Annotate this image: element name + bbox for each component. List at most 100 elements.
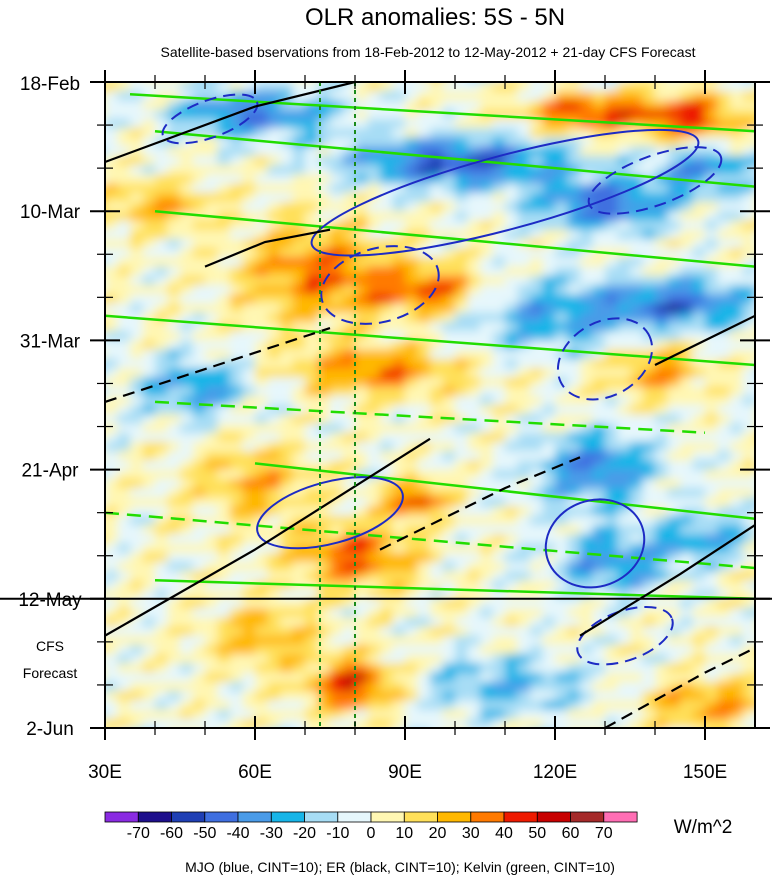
anomaly-cell	[342, 709, 356, 720]
anomaly-cell	[330, 691, 344, 702]
anomaly-cell	[567, 377, 581, 388]
anomaly-cell	[155, 672, 169, 683]
anomaly-cell	[455, 515, 469, 526]
anomaly-cell	[717, 663, 731, 674]
anomaly-cell	[255, 497, 269, 508]
anomaly-cell	[555, 192, 569, 203]
anomaly-cell	[530, 580, 544, 591]
anomaly-cell	[205, 525, 219, 536]
anomaly-cell	[142, 331, 156, 342]
anomaly-cell	[355, 275, 369, 286]
anomaly-cell	[655, 340, 669, 351]
anomaly-cell	[705, 654, 719, 665]
anomaly-cell	[530, 109, 544, 120]
anomaly-cell	[617, 691, 631, 702]
anomaly-cell	[755, 387, 769, 397]
anomaly-cell	[680, 561, 694, 573]
anomaly-cell	[180, 571, 194, 582]
anomaly-cell	[105, 626, 106, 637]
anomaly-cell	[242, 469, 256, 480]
anomaly-cell	[742, 238, 755, 250]
anomaly-cell	[355, 165, 369, 176]
anomaly-cell	[455, 174, 469, 185]
anomaly-cell	[292, 174, 306, 185]
anomaly-cell	[380, 285, 394, 296]
anomaly-cell	[492, 128, 506, 139]
anomaly-cell	[155, 580, 169, 591]
anomaly-cell	[292, 321, 306, 333]
anomaly-cell	[342, 100, 356, 111]
anomaly-cell	[580, 617, 594, 628]
anomaly-cell	[305, 571, 319, 582]
anomaly-cell	[380, 192, 394, 203]
anomaly-cell	[105, 580, 119, 591]
anomaly-cell	[630, 395, 644, 406]
anomaly-cell	[392, 275, 406, 286]
anomaly-cell	[217, 478, 231, 489]
anomaly-cell	[642, 395, 656, 406]
anomaly-cell	[530, 137, 544, 148]
anomaly-cell	[717, 681, 731, 693]
anomaly-cell	[305, 349, 319, 360]
anomaly-cell	[692, 488, 706, 499]
anomaly-cell	[267, 441, 281, 453]
anomaly-cell	[117, 100, 131, 111]
anomaly-cell	[530, 506, 544, 517]
anomaly-cell	[517, 331, 531, 342]
anomaly-cell	[592, 220, 606, 231]
anomaly-cell	[367, 174, 381, 185]
anomaly-cell	[492, 312, 506, 323]
anomaly-cell	[505, 635, 519, 646]
anomaly-cell	[317, 109, 331, 120]
anomaly-cell	[755, 405, 769, 415]
anomaly-cell	[130, 460, 144, 471]
anomaly-cell	[567, 266, 581, 277]
anomaly-cell	[667, 118, 681, 130]
anomaly-cell	[492, 515, 506, 526]
anomaly-cell	[305, 174, 319, 185]
anomaly-cell	[117, 321, 131, 333]
anomaly-cell	[455, 405, 469, 416]
anomaly-cell	[717, 534, 731, 545]
anomaly-cell	[592, 229, 606, 240]
anomaly-cell	[492, 681, 506, 693]
er-contour	[379, 456, 581, 551]
anomaly-cell	[342, 303, 356, 314]
anomaly-cell	[567, 626, 581, 637]
anomaly-cell	[555, 432, 569, 443]
anomaly-cell	[542, 349, 556, 360]
anomaly-cell	[305, 635, 319, 646]
anomaly-cell	[642, 525, 656, 536]
anomaly-cell	[105, 386, 119, 397]
anomaly-cell	[442, 423, 456, 434]
anomaly-cell	[680, 109, 694, 120]
anomaly-cell	[742, 432, 755, 443]
anomaly-cell	[242, 506, 256, 517]
anomaly-cell	[730, 275, 744, 286]
anomaly-cell	[605, 146, 619, 157]
anomaly-cell	[105, 211, 119, 222]
plot-frame	[104, 81, 756, 729]
anomaly-cell	[242, 405, 256, 416]
anomaly-cell	[593, 728, 607, 738]
colorbar-swatch	[603, 811, 638, 823]
anomaly-cell	[267, 423, 281, 434]
anomaly-cell	[605, 561, 619, 573]
anomaly-cell	[342, 358, 356, 370]
anomaly-cell	[192, 497, 206, 508]
anomaly-cell	[305, 118, 319, 130]
anomaly-cell	[280, 331, 294, 342]
anomaly-cell	[530, 358, 544, 370]
anomaly-cell	[342, 626, 356, 637]
anomaly-cell	[455, 146, 469, 157]
anomaly-cell	[505, 257, 519, 268]
anomaly-cell	[742, 681, 755, 693]
anomaly-cell	[642, 506, 656, 517]
anomaly-cell	[417, 118, 431, 130]
anomaly-cell	[317, 266, 331, 277]
anomaly-cell	[405, 580, 419, 591]
anomaly-cell	[542, 386, 556, 397]
anomaly-cell	[580, 82, 594, 93]
anomaly-cell	[630, 266, 644, 277]
